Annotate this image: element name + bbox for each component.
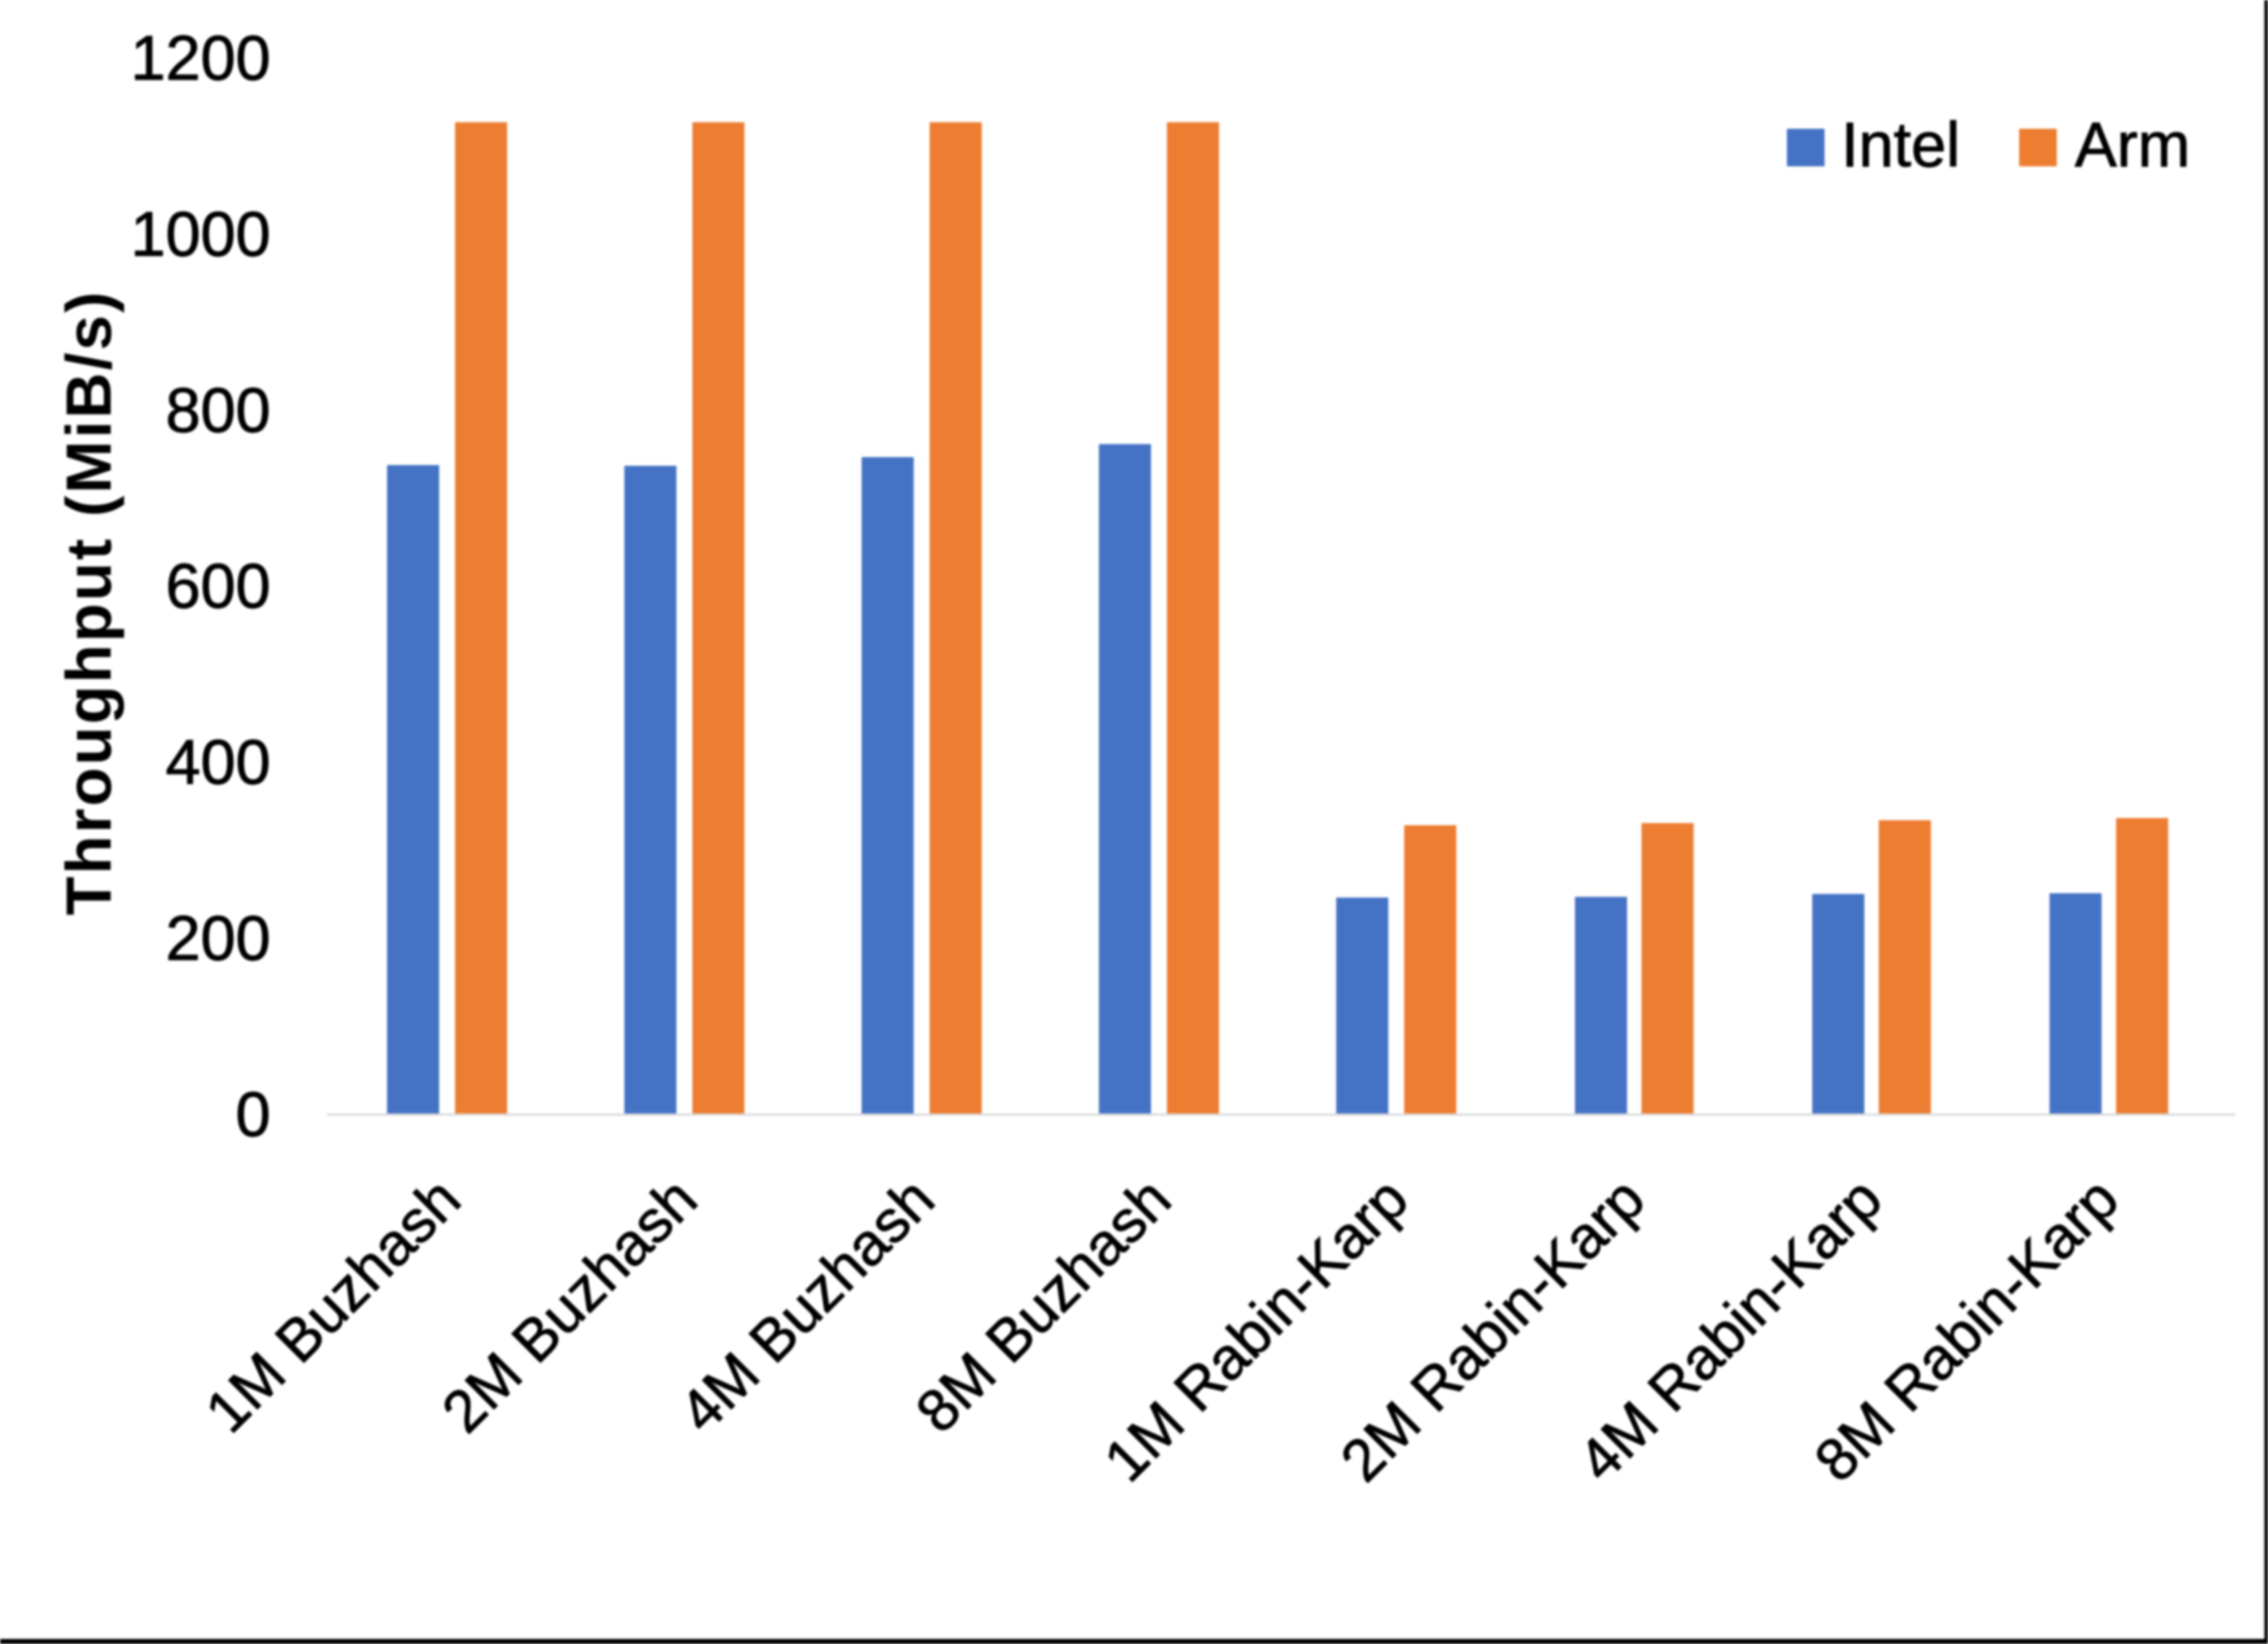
svg-text:600: 600	[166, 551, 271, 621]
svg-text:Intel: Intel	[1841, 110, 1960, 180]
svg-text:Throughput (MiB/s): Throughput (MiB/s)	[53, 289, 124, 915]
svg-text:400: 400	[166, 728, 271, 798]
svg-text:Arm: Arm	[2075, 110, 2190, 180]
svg-text:200: 200	[166, 903, 271, 974]
svg-text:1200: 1200	[130, 23, 271, 93]
svg-text:800: 800	[166, 375, 271, 446]
svg-text:0: 0	[236, 1080, 271, 1150]
svg-text:1000: 1000	[130, 199, 271, 269]
